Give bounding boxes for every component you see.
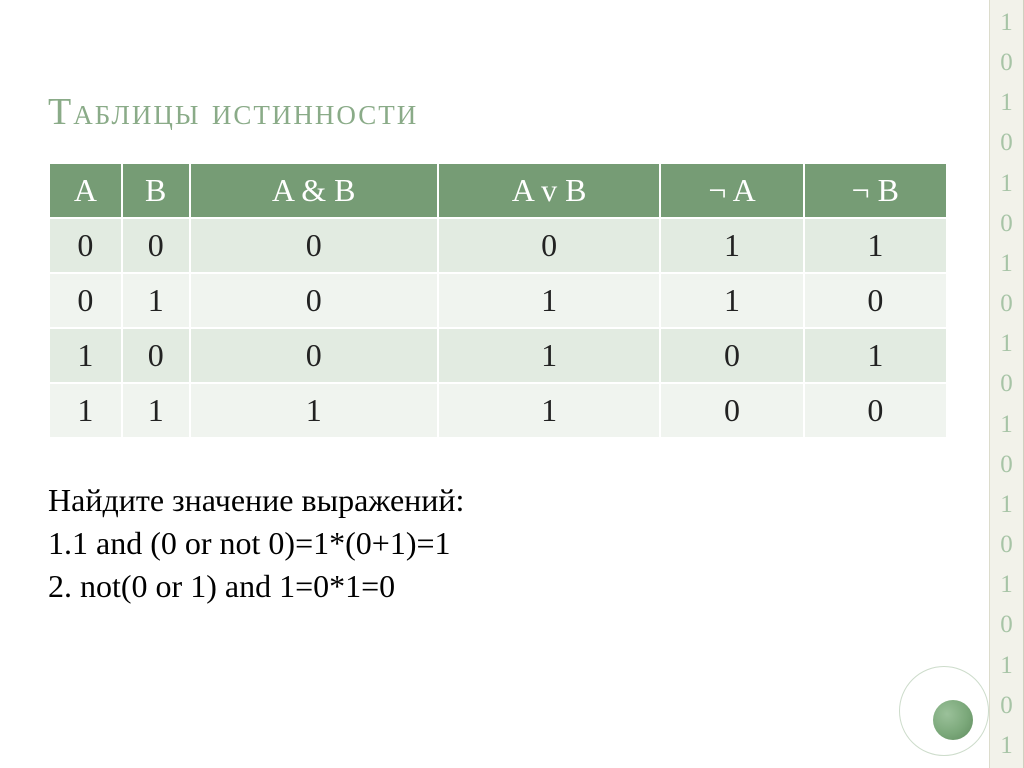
table-row: 1 0 0 1 0 1 (49, 328, 947, 383)
cell: 1 (804, 328, 947, 383)
cell: 0 (804, 383, 947, 438)
cell: 0 (660, 328, 803, 383)
cell: 0 (49, 218, 122, 273)
cell: 0 (122, 328, 190, 383)
binary-digit: 1 (1000, 572, 1013, 597)
cell: 0 (438, 218, 661, 273)
binary-digit: 1 (1000, 10, 1013, 35)
cell: 1 (49, 383, 122, 438)
slide: Таблицы истинности A B A & B A v B ¬ A ¬… (0, 0, 1024, 768)
binary-digit: 0 (1000, 50, 1013, 75)
binary-digit: 0 (1000, 532, 1013, 557)
cell: 1 (122, 383, 190, 438)
binary-digit: 1 (1000, 251, 1013, 276)
binary-digit: 1 (1000, 331, 1013, 356)
cell: 1 (438, 273, 661, 328)
cell: 1 (804, 218, 947, 273)
table-row: 0 1 0 1 1 0 (49, 273, 947, 328)
content-area: Таблицы истинности A B A & B A v B ¬ A ¬… (48, 90, 963, 728)
binary-digit: 1 (1000, 733, 1013, 758)
cell: 0 (190, 218, 438, 273)
binary-digit: 0 (1000, 130, 1013, 155)
cell: 0 (660, 383, 803, 438)
cell: 1 (190, 383, 438, 438)
col-or: A v B (438, 163, 661, 218)
binary-digit: 0 (1000, 612, 1013, 637)
cell: 1 (438, 328, 661, 383)
exercises-block: Найдите значение выражений: 1.1 and (0 o… (48, 479, 963, 609)
binary-digit: 0 (1000, 371, 1013, 396)
cell: 0 (122, 218, 190, 273)
col-A: A (49, 163, 122, 218)
cell: 1 (49, 328, 122, 383)
col-and: A & B (190, 163, 438, 218)
binary-digit: 1 (1000, 171, 1013, 196)
exercises-heading: Найдите значение выражений: (48, 479, 963, 522)
page-title: Таблицы истинности (48, 90, 963, 134)
cell: 1 (660, 273, 803, 328)
binary-sidebar: 1 0 1 0 1 0 1 0 1 0 1 0 1 0 1 0 1 0 1 (989, 0, 1023, 768)
cell: 0 (190, 273, 438, 328)
exercise-line-1: 1.1 and (0 or not 0)=1*(0+1)=1 (48, 522, 963, 565)
corner-circle-decoration (933, 700, 973, 740)
binary-digit: 1 (1000, 492, 1013, 517)
cell: 0 (49, 273, 122, 328)
binary-digit: 0 (1000, 452, 1013, 477)
table-row: 0 0 0 0 1 1 (49, 218, 947, 273)
binary-digit: 0 (1000, 291, 1013, 316)
cell: 0 (190, 328, 438, 383)
col-not-b: ¬ B (804, 163, 947, 218)
col-B: B (122, 163, 190, 218)
binary-digit: 1 (1000, 653, 1013, 678)
exercise-line-2: 2. not(0 or 1) and 1=0*1=0 (48, 565, 963, 608)
cell: 1 (660, 218, 803, 273)
col-not-a: ¬ A (660, 163, 803, 218)
binary-digit: 1 (1000, 412, 1013, 437)
cell: 1 (438, 383, 661, 438)
truth-table: A B A & B A v B ¬ A ¬ B 0 0 0 0 1 1 (48, 162, 948, 439)
cell: 1 (122, 273, 190, 328)
cell: 0 (804, 273, 947, 328)
binary-digit: 0 (1000, 211, 1013, 236)
table-row: 1 1 1 1 0 0 (49, 383, 947, 438)
binary-digit: 1 (1000, 90, 1013, 115)
binary-digit: 0 (1000, 693, 1013, 718)
table-header-row: A B A & B A v B ¬ A ¬ B (49, 163, 947, 218)
